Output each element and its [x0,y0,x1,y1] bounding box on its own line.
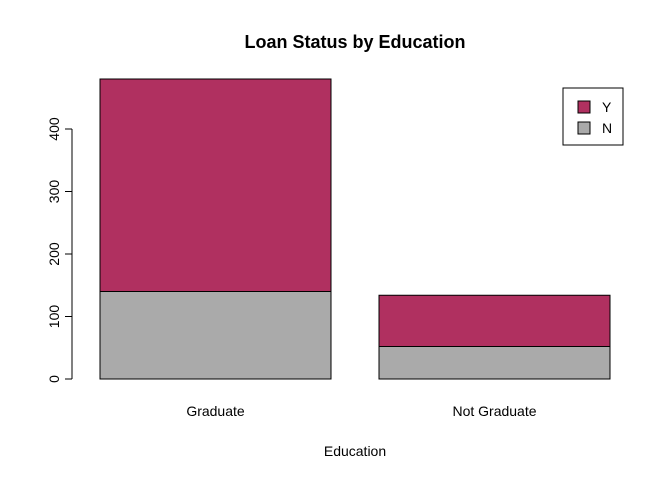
y-tick-label: 0 [46,375,62,383]
x-axis: Graduate Not Graduate [186,403,536,419]
y-tick-label: 200 [46,242,62,266]
y-tick-label: 400 [46,117,62,141]
legend: YN [562,87,624,146]
legend-box [562,87,624,146]
bar-not-graduate-y [378,294,611,347]
bars-group [99,78,611,380]
y-axis: 0 100 200 300 400 [46,117,73,383]
legend-label-n: N [602,120,612,136]
x-tick-label: Graduate [186,403,245,419]
x-axis-label: Education [324,443,386,459]
y-tick-label: 100 [46,305,62,329]
chart-title: Loan Status by Education [244,32,465,52]
bar-graduate-y [99,78,332,292]
legend-swatch-y [577,100,591,114]
legend-swatch-n [577,121,591,135]
bar-graduate-n [99,291,332,380]
legend-label-y: Y [602,99,612,115]
x-tick-label: Not Graduate [452,403,536,419]
bar-not-graduate-n [378,346,611,380]
y-tick-label: 300 [46,180,62,204]
